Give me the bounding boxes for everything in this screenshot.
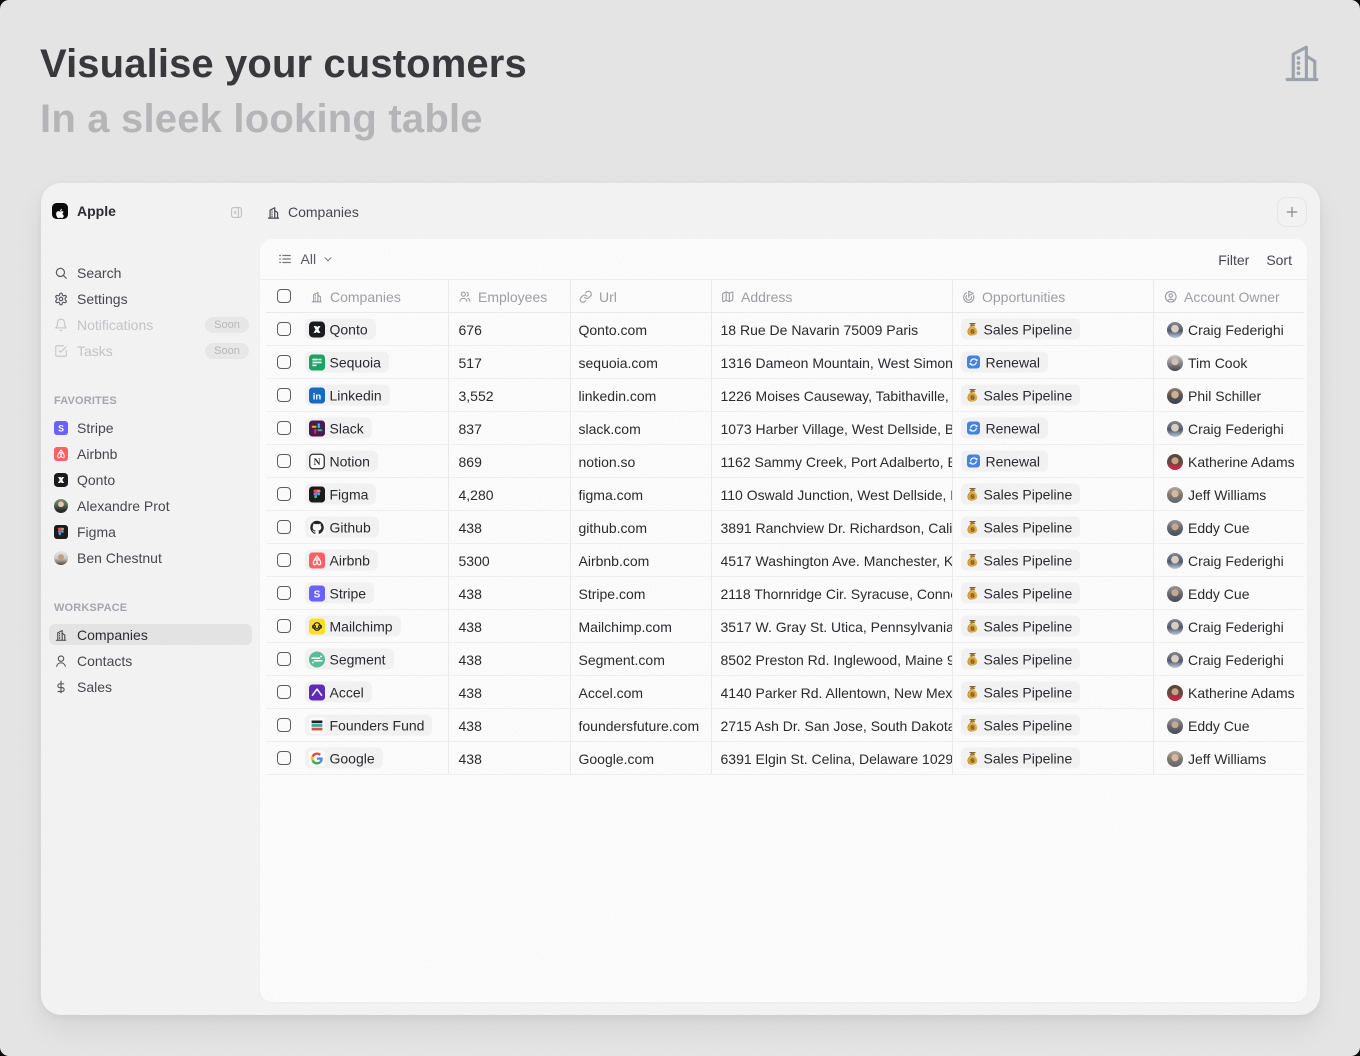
svg-text:S: S	[313, 589, 320, 600]
svg-text:S: S	[58, 424, 64, 434]
svg-text:N: N	[313, 458, 320, 468]
svg-text:S: S	[970, 395, 974, 401]
svg-text:S: S	[970, 758, 974, 764]
svg-text:S: S	[970, 692, 974, 698]
svg-text:S: S	[970, 494, 974, 500]
svg-text:S: S	[970, 329, 974, 335]
svg-text:in: in	[312, 391, 321, 402]
svg-text:S: S	[970, 659, 974, 665]
svg-text:S: S	[970, 527, 974, 533]
svg-text:S: S	[970, 593, 974, 599]
svg-text:S: S	[970, 725, 974, 731]
svg-text:S: S	[970, 626, 974, 632]
svg-text:S: S	[970, 560, 974, 566]
